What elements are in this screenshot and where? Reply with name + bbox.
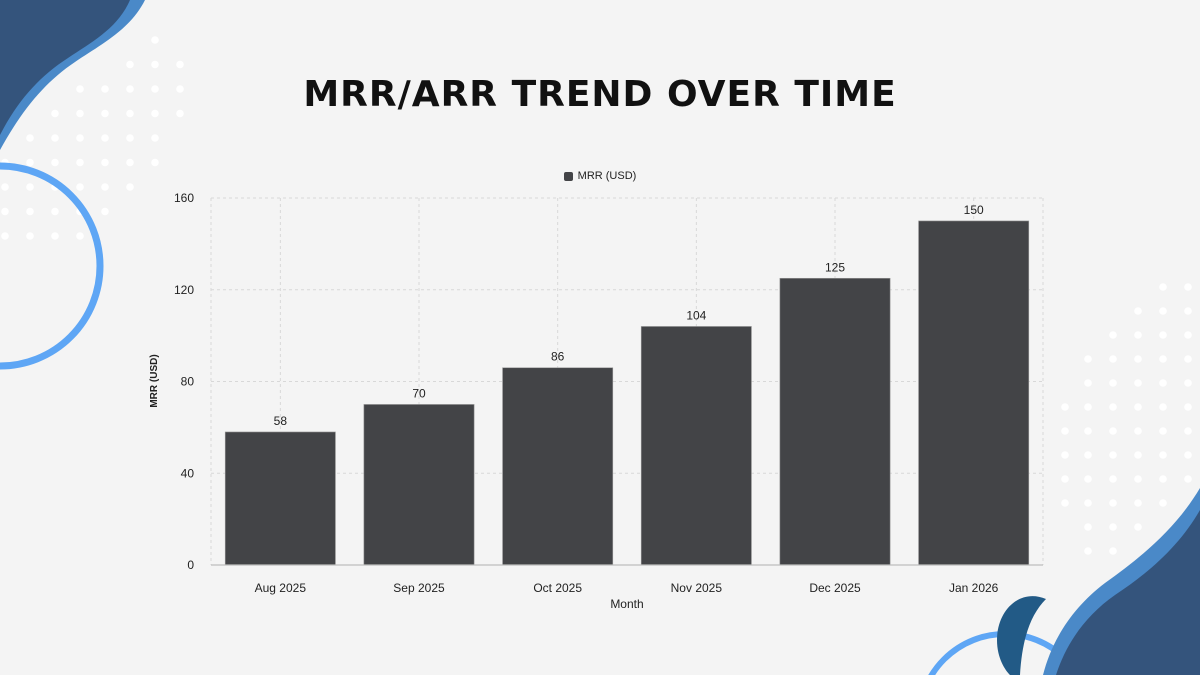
page-title: MRR/ARR TREND OVER TIME <box>303 74 897 115</box>
y-tick-label: 160 <box>174 191 194 205</box>
bar[interactable] <box>502 367 614 566</box>
legend-label-mrr: MRR (USD) <box>577 170 637 182</box>
x-tick-label: Sep 2025 <box>393 581 445 595</box>
y-tick-label: 80 <box>181 375 195 389</box>
x-tick-label: Oct 2025 <box>533 581 582 595</box>
x-tick-label: Nov 2025 <box>671 581 723 595</box>
bar-value-label: 125 <box>825 260 845 274</box>
x-tick-label: Aug 2025 <box>255 581 307 595</box>
x-tick-label: Dec 2025 <box>809 581 861 595</box>
bar-value-label: 86 <box>551 350 565 364</box>
x-tick-label: Jan 2026 <box>949 581 999 595</box>
bar-value-label: 70 <box>412 386 426 400</box>
bar[interactable] <box>779 277 891 566</box>
chart-axes: 0 40 80 120 160 Aug 2025 Sep 2025 Oct 2025 Nov 2… <box>174 191 1043 595</box>
bar-value-label: 150 <box>964 203 984 217</box>
bar-value-label: 104 <box>686 308 706 322</box>
y-axis-title: MRR (USD) <box>149 354 160 407</box>
bar[interactable] <box>640 326 752 566</box>
bar[interactable] <box>363 404 475 566</box>
bar[interactable] <box>224 431 336 566</box>
y-tick-label: 40 <box>181 466 195 480</box>
x-axis-title: Month <box>610 597 643 611</box>
y-tick-label: 0 <box>187 558 194 572</box>
y-tick-label: 120 <box>174 283 194 297</box>
bar[interactable] <box>918 220 1030 566</box>
chart-bars: 58 70 86 104 125 150 <box>224 203 1030 566</box>
legend-swatch-mrr <box>563 171 573 181</box>
bar-value-label: 58 <box>274 414 288 428</box>
chart-gridlines <box>210 197 1044 565</box>
chart-legend: MRR (USD) <box>0 170 1200 182</box>
